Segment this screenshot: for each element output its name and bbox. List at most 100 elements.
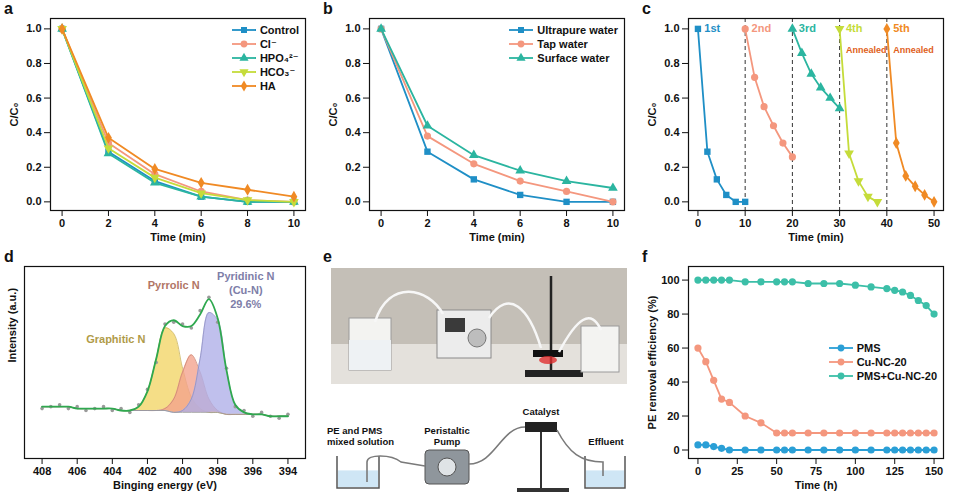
svg-text:0.6: 0.6 <box>26 92 41 104</box>
svg-text:402: 402 <box>138 465 156 477</box>
svg-text:0: 0 <box>59 217 65 229</box>
svg-text:Pump: Pump <box>434 436 461 447</box>
svg-text:0: 0 <box>695 217 701 229</box>
svg-text:80: 80 <box>667 308 679 320</box>
svg-text:PE removal efficiency (%): PE removal efficiency (%) <box>646 295 658 429</box>
svg-text:C/C₀: C/C₀ <box>8 103 20 127</box>
svg-text:2: 2 <box>424 217 430 229</box>
svg-text:0: 0 <box>673 444 679 456</box>
svg-text:75: 75 <box>810 465 822 477</box>
svg-text:50: 50 <box>928 217 940 229</box>
svg-text:20: 20 <box>786 217 798 229</box>
svg-text:0.2: 0.2 <box>345 161 360 173</box>
svg-text:10: 10 <box>607 217 619 229</box>
svg-text:PE and PMS: PE and PMS <box>327 425 382 436</box>
svg-text:Time (min): Time (min) <box>469 231 525 243</box>
svg-text:406: 406 <box>68 465 86 477</box>
svg-text:0.8: 0.8 <box>26 57 41 69</box>
svg-text:408: 408 <box>33 465 51 477</box>
svg-text:(Cu-N): (Cu-N) <box>229 284 263 296</box>
svg-text:2: 2 <box>105 217 111 229</box>
svg-text:396: 396 <box>244 465 262 477</box>
html-text:PMS+Cu-NC-20: PMS+Cu-NC-20 <box>856 370 937 382</box>
svg-text:60: 60 <box>667 342 679 354</box>
svg-text:400: 400 <box>173 465 191 477</box>
svg-text:40: 40 <box>881 217 893 229</box>
html-text:HPO₄²⁻: HPO₄²⁻ <box>259 51 299 64</box>
svg-text:0.4: 0.4 <box>664 126 680 138</box>
svg-text:394: 394 <box>279 465 298 477</box>
svg-text:Time (min): Time (min) <box>150 231 206 243</box>
svg-text:100: 100 <box>846 465 864 477</box>
html-text:Cl⁻: Cl⁻ <box>259 37 277 50</box>
svg-text:29.6%: 29.6% <box>230 298 261 310</box>
svg-text:25: 25 <box>731 465 743 477</box>
svg-text:0.0: 0.0 <box>345 195 360 207</box>
svg-text:10: 10 <box>739 217 751 229</box>
svg-text:0.4: 0.4 <box>345 126 361 138</box>
svg-text:Pyridinic N: Pyridinic N <box>217 270 275 282</box>
svg-text:8: 8 <box>563 217 569 229</box>
html-text:Tap water: Tap water <box>537 38 588 50</box>
svg-text:Effluent: Effluent <box>588 436 624 447</box>
html-text:Surface water: Surface water <box>537 52 610 64</box>
svg-text:Time (h): Time (h) <box>795 479 838 491</box>
html-text:HA: HA <box>259 80 276 92</box>
svg-text:6: 6 <box>198 217 204 229</box>
svg-text:20: 20 <box>667 410 679 422</box>
svg-text:0.6: 0.6 <box>664 92 679 104</box>
svg-text:Binging energy (eV): Binging energy (eV) <box>113 479 217 491</box>
svg-text:100: 100 <box>661 274 679 286</box>
svg-text:4th: 4th <box>846 22 863 34</box>
svg-text:150: 150 <box>925 465 943 477</box>
svg-text:6: 6 <box>517 217 523 229</box>
html-text:HCO₃⁻: HCO₃⁻ <box>259 65 296 78</box>
svg-text:Peristaltic: Peristaltic <box>424 425 469 436</box>
svg-text:mixed solution: mixed solution <box>327 436 394 447</box>
svg-text:125: 125 <box>886 465 904 477</box>
svg-text:Pyrrolic N: Pyrrolic N <box>148 279 200 291</box>
svg-text:0.0: 0.0 <box>664 195 679 207</box>
svg-text:8: 8 <box>244 217 250 229</box>
html-text:c: c <box>642 0 651 17</box>
svg-text:Catalyst: Catalyst <box>523 406 561 417</box>
svg-text:50: 50 <box>771 465 783 477</box>
html-text:b: b <box>323 0 333 17</box>
svg-text:4: 4 <box>152 217 159 229</box>
svg-text:5th: 5th <box>893 22 910 34</box>
svg-text:10: 10 <box>288 217 300 229</box>
svg-text:0.4: 0.4 <box>26 126 42 138</box>
html-text:Control: Control <box>259 24 299 36</box>
svg-text:0.2: 0.2 <box>26 161 41 173</box>
svg-text:0.6: 0.6 <box>345 92 360 104</box>
svg-text:Graphitic N: Graphitic N <box>86 333 145 345</box>
svg-text:1.0: 1.0 <box>26 22 41 34</box>
svg-text:Annealed: Annealed <box>893 45 934 55</box>
svg-text:1.0: 1.0 <box>664 22 679 34</box>
svg-text:Time (min): Time (min) <box>788 231 844 243</box>
svg-text:1.0: 1.0 <box>345 22 360 34</box>
svg-text:40: 40 <box>667 376 679 388</box>
svg-text:0.8: 0.8 <box>345 57 360 69</box>
svg-text:4: 4 <box>471 217 478 229</box>
svg-text:0.0: 0.0 <box>26 195 41 207</box>
html-text:a: a <box>4 0 13 17</box>
svg-text:0: 0 <box>378 217 384 229</box>
svg-text:C/C₀: C/C₀ <box>646 103 658 127</box>
svg-text:404: 404 <box>103 465 122 477</box>
svg-text:398: 398 <box>209 465 227 477</box>
svg-text:30: 30 <box>833 217 845 229</box>
svg-text:3rd: 3rd <box>799 22 816 34</box>
svg-text:0.8: 0.8 <box>664 57 679 69</box>
svg-text:Annealed: Annealed <box>846 45 887 55</box>
html-text:Ultrapure water: Ultrapure water <box>537 24 618 36</box>
svg-text:Intensity (a.u.): Intensity (a.u.) <box>6 288 18 363</box>
svg-text:0: 0 <box>695 465 701 477</box>
svg-text:0.2: 0.2 <box>664 161 679 173</box>
svg-text:2nd: 2nd <box>752 22 772 34</box>
html-text:d: d <box>4 248 14 265</box>
svg-text:1st: 1st <box>704 22 720 34</box>
html-text:PMS: PMS <box>856 342 881 354</box>
svg-text:C/C₀: C/C₀ <box>327 103 339 127</box>
html-text:Cu-NC-20: Cu-NC-20 <box>856 356 907 368</box>
